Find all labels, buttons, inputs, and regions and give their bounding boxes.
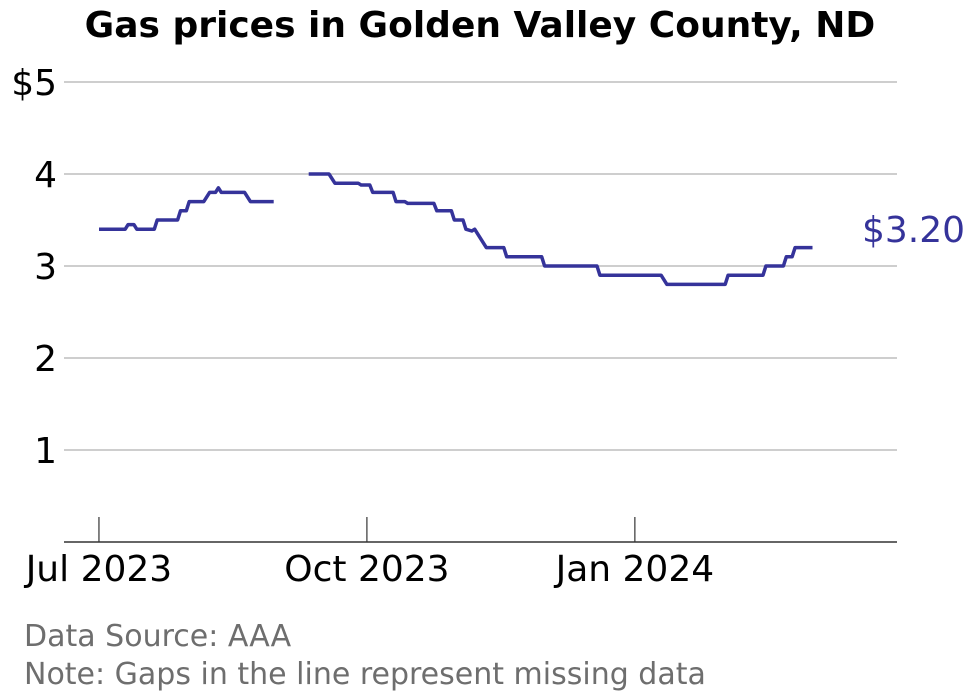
x-tick-label: Jan 2024: [554, 549, 715, 590]
y-tick-label: $5: [11, 63, 57, 104]
price-series: [99, 172, 813, 287]
price-line-segment-1: [99, 186, 274, 231]
y-axis: 1 2 3 4 $5: [11, 63, 57, 472]
y-tick-label: 4: [34, 155, 57, 196]
y-tick-label: 1: [34, 431, 57, 472]
price-line-segment-2: [308, 172, 813, 287]
chart-title: Gas prices in Golden Valley County, ND: [85, 5, 876, 46]
x-tick-label: Jul 2023: [24, 549, 173, 590]
end-value-label: $3.20: [862, 210, 965, 251]
y-tick-label: 2: [34, 339, 57, 380]
missing-data-note: Note: Gaps in the line represent missing…: [24, 657, 706, 692]
gridlines: [64, 81, 897, 451]
y-tick-label: 3: [34, 247, 57, 288]
data-source-note: Data Source: AAA: [24, 619, 292, 654]
x-tick-label: Oct 2023: [284, 549, 449, 590]
x-axis: Jul 2023 Oct 2023 Jan 2024: [24, 517, 897, 590]
